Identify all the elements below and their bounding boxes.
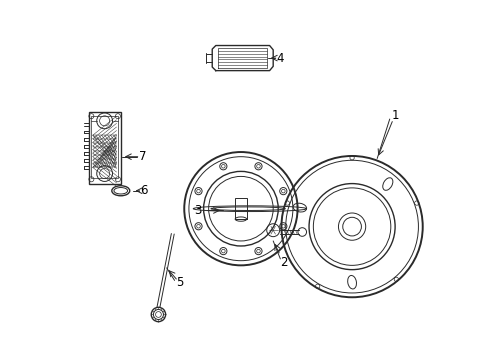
Text: 2: 2 [280, 256, 287, 269]
Text: 1: 1 [391, 109, 398, 122]
Text: 3: 3 [194, 204, 201, 217]
Text: 5: 5 [176, 276, 183, 289]
Bar [93, 135, 116, 167]
Text: 6: 6 [140, 184, 148, 197]
Text: 4: 4 [276, 51, 284, 64]
Bar [235, 198, 246, 219]
Bar [88, 112, 121, 184]
Bar [91, 116, 118, 178]
Text: 7: 7 [139, 150, 146, 163]
